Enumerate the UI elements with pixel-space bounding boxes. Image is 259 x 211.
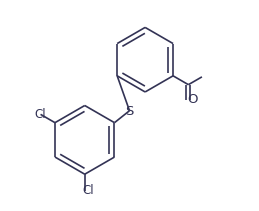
Text: Cl: Cl	[83, 184, 94, 197]
Text: Cl: Cl	[34, 108, 46, 121]
Text: O: O	[188, 93, 198, 106]
Text: S: S	[126, 105, 134, 118]
